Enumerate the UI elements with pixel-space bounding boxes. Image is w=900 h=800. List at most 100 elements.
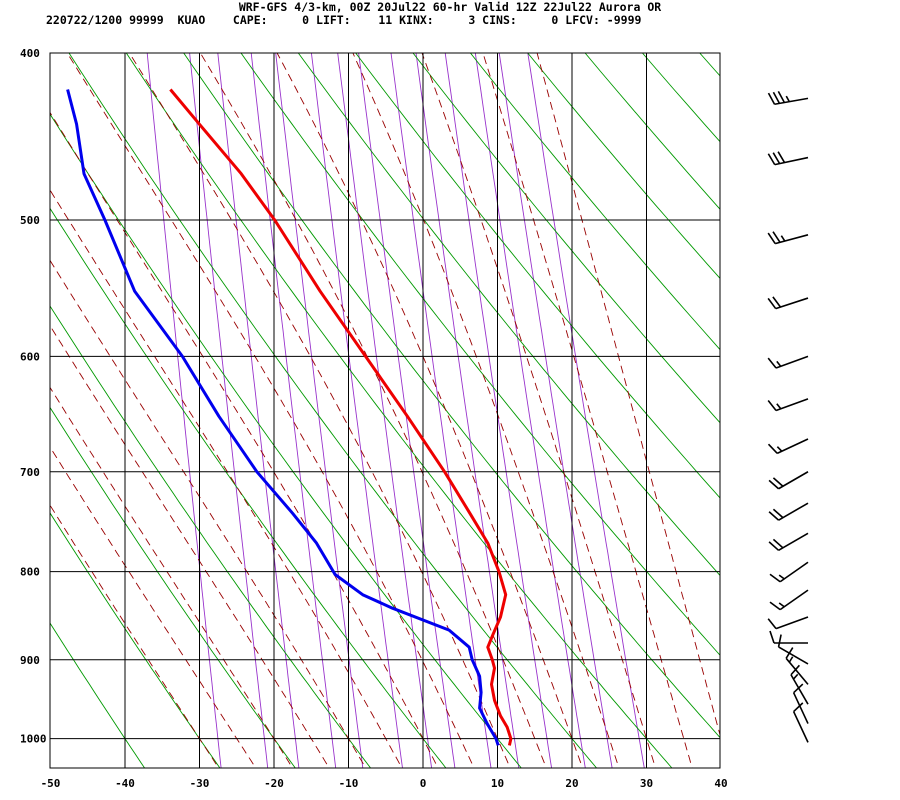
temperature-line bbox=[169, 88, 513, 746]
wind-barb-staff bbox=[775, 398, 809, 412]
wind-barb bbox=[767, 91, 809, 106]
wind-barb-half-feather bbox=[776, 360, 782, 367]
wind-barb-staff bbox=[790, 674, 809, 705]
mixing-ratio-line bbox=[498, 53, 613, 768]
background-lines bbox=[50, 34, 900, 775]
profiles bbox=[66, 88, 513, 746]
wind-barb-half-feather bbox=[778, 574, 785, 580]
x-tick-label: -20 bbox=[264, 777, 284, 790]
wind-barb-feather bbox=[769, 601, 781, 611]
dry-adiabat-line bbox=[527, 53, 720, 280]
moist-adiabat-line bbox=[50, 324, 330, 768]
wind-barb-feather bbox=[767, 443, 778, 454]
wind-barb bbox=[768, 502, 809, 521]
moist-adiabat-line bbox=[128, 53, 511, 768]
wind-barb-staff bbox=[774, 97, 809, 106]
wind-barb-feather bbox=[768, 511, 780, 521]
wind-barb-staff bbox=[774, 156, 809, 166]
moist-adiabat-line bbox=[50, 189, 403, 768]
dry-adiabat-line bbox=[641, 53, 720, 143]
mixing-ratio-line bbox=[527, 53, 645, 768]
plot-frame bbox=[49, 52, 721, 769]
wind-barb bbox=[767, 438, 809, 455]
wind-barb-feather bbox=[767, 153, 776, 166]
wind-barb-half-feather bbox=[792, 673, 799, 680]
dry-adiabat-line bbox=[50, 207, 447, 768]
moist-adiabat-line bbox=[66, 53, 475, 768]
sounding-title: WRF-GFS 4/3-km, 00Z 20Jul22 60-hr Valid … bbox=[238, 0, 662, 14]
x-tick-label: 40 bbox=[714, 777, 727, 790]
y-tick-label: 600 bbox=[20, 350, 40, 363]
wind-barb-half-feather bbox=[776, 446, 783, 452]
wind-barb-half-feather bbox=[788, 656, 794, 663]
wind-barb-feather bbox=[777, 91, 786, 103]
mixing-ratio-line bbox=[358, 53, 456, 768]
moist-adiabat-line bbox=[50, 259, 367, 768]
wind-barb-feather bbox=[772, 91, 781, 104]
wind-barb-staff bbox=[775, 355, 809, 369]
y-tick-label: 700 bbox=[20, 466, 40, 479]
wind-barb-feather bbox=[785, 647, 794, 659]
wind-barb-staff bbox=[785, 657, 809, 685]
mixing-ratio-line bbox=[217, 53, 300, 768]
wind-barb-staff bbox=[775, 616, 809, 630]
y-tick-label: 500 bbox=[20, 214, 40, 227]
wind-barb bbox=[767, 231, 809, 245]
wind-barb-feather bbox=[767, 400, 777, 411]
wind-barb-feather bbox=[767, 92, 776, 105]
wind-barb-staff bbox=[776, 438, 809, 455]
moist-adiabat-line bbox=[50, 386, 294, 768]
moist-adiabat-line bbox=[482, 53, 693, 768]
x-tick-label: -10 bbox=[339, 777, 359, 790]
wind-barb-half-feather bbox=[785, 95, 790, 103]
wind-barb bbox=[777, 634, 809, 665]
dry-adiabat-line bbox=[584, 53, 720, 210]
wind-barb bbox=[769, 589, 809, 611]
wind-barb-feather bbox=[768, 541, 780, 551]
wind-barb bbox=[768, 471, 809, 490]
mixing-ratio-line bbox=[415, 53, 520, 768]
dry-adiabat-line bbox=[50, 512, 221, 768]
moist-adiabat-line bbox=[50, 446, 257, 768]
wind-barb bbox=[785, 647, 809, 685]
x-tick-label: -40 bbox=[115, 777, 135, 790]
wind-barb-staff bbox=[778, 532, 809, 551]
wind-barb-staff bbox=[778, 471, 809, 490]
dry-adiabat-line bbox=[240, 53, 720, 656]
wind-barb-feather bbox=[767, 357, 777, 369]
wind-barb bbox=[792, 702, 809, 743]
wind-barb bbox=[767, 151, 809, 166]
x-tick-label: -30 bbox=[190, 777, 210, 790]
mixing-ratio-line bbox=[250, 53, 337, 768]
wind-barb-feather bbox=[772, 508, 784, 519]
wind-barb bbox=[768, 532, 809, 551]
dry-adiabat-line bbox=[50, 622, 146, 768]
x-tick-label: -50 bbox=[41, 777, 61, 790]
x-tick-label: 10 bbox=[491, 777, 504, 790]
y-tick-label: 900 bbox=[20, 654, 40, 667]
wind-barb-staff bbox=[792, 692, 809, 724]
moist-adiabat-line bbox=[50, 504, 220, 768]
wind-barb-feather bbox=[772, 477, 784, 487]
wind-barb bbox=[767, 296, 809, 310]
dry-adiabat-line bbox=[183, 53, 720, 739]
wind-barb-feather bbox=[767, 232, 776, 245]
wind-barb-feather bbox=[772, 538, 784, 549]
wind-barb-staff bbox=[792, 711, 809, 743]
y-tick-label: 1000 bbox=[20, 733, 47, 746]
dry-adiabat-line bbox=[50, 406, 296, 768]
y-tick-label: 400 bbox=[20, 47, 40, 60]
wind-barb bbox=[767, 616, 809, 630]
wind-barb-feather bbox=[793, 702, 804, 713]
moist-adiabat-line bbox=[352, 53, 620, 768]
moist-adiabat-line bbox=[421, 53, 656, 768]
wind-barb-feather bbox=[793, 683, 804, 694]
wind-barb-staff bbox=[775, 297, 809, 310]
dry-adiabat-line bbox=[50, 305, 372, 768]
dry-adiabat-line bbox=[740, 34, 900, 775]
wind-barb-staff bbox=[774, 234, 809, 245]
dry-adiabat-line bbox=[125, 53, 673, 768]
grid bbox=[49, 52, 721, 769]
wind-barb-staff bbox=[778, 646, 809, 665]
